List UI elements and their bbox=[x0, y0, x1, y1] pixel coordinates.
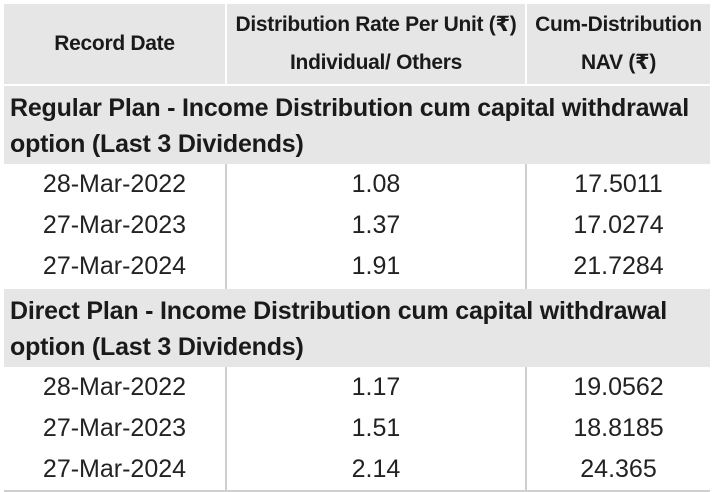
header-record-date: Record Date bbox=[4, 4, 226, 85]
dividend-history-table: Record Date Distribution Rate Per Unit (… bbox=[4, 4, 710, 492]
table-row: 28-Mar-2022 1.08 17.5011 bbox=[4, 164, 710, 205]
distribution-rate-cell: 1.17 bbox=[225, 367, 526, 408]
nav-cell: 21.7284 bbox=[525, 246, 710, 288]
table-row: 28-Mar-2022 1.17 19.0562 bbox=[4, 367, 710, 408]
header-distribution-rate: Distribution Rate Per Unit (₹) Individua… bbox=[225, 4, 526, 85]
record-date-cell: 27-Mar-2023 bbox=[42, 211, 187, 239]
header-nav-line1: Cum-Distribution bbox=[535, 13, 702, 36]
distribution-rate-cell: 1.51 bbox=[225, 408, 526, 449]
section-header-regular-plan: Regular Plan - Income Distribution cum c… bbox=[4, 84, 710, 164]
distribution-rate-cell: 1.37 bbox=[225, 205, 526, 246]
record-date-cell: 27-Mar-2023 bbox=[42, 414, 187, 442]
table-row: 27-Mar-2024 1.91 21.7284 bbox=[4, 246, 710, 288]
distribution-rate-cell: 1.91 bbox=[225, 246, 526, 288]
record-date-cell: 28-Mar-2022 bbox=[42, 170, 187, 198]
header-distribution-rate-line1: Distribution Rate Per Unit (₹) bbox=[235, 13, 517, 36]
table-row: 27-Mar-2023 1.37 17.0274 bbox=[4, 205, 710, 246]
nav-cell: 19.0562 bbox=[525, 367, 710, 408]
section-title: Direct Plan - Income Distribution cum ca… bbox=[4, 287, 710, 367]
header-cum-distribution-nav: Cum-Distribution NAV (₹) bbox=[525, 4, 710, 85]
nav-cell: 18.8185 bbox=[525, 408, 710, 449]
nav-cell: 17.0274 bbox=[525, 205, 710, 246]
distribution-rate-cell: 1.08 bbox=[225, 164, 526, 205]
header-distribution-rate-line2: Individual/ Others bbox=[290, 51, 462, 74]
header-nav-line2: NAV (₹) bbox=[580, 51, 657, 74]
nav-cell: 17.5011 bbox=[525, 164, 710, 205]
table-row: 27-Mar-2023 1.51 18.8185 bbox=[4, 408, 710, 449]
record-date-cell: 27-Mar-2024 bbox=[42, 252, 187, 280]
table-header-row: Record Date Distribution Rate Per Unit (… bbox=[4, 4, 710, 85]
record-date-cell: 28-Mar-2022 bbox=[42, 373, 187, 401]
section-header-direct-plan: Direct Plan - Income Distribution cum ca… bbox=[4, 287, 710, 367]
section-title: Regular Plan - Income Distribution cum c… bbox=[4, 84, 710, 164]
